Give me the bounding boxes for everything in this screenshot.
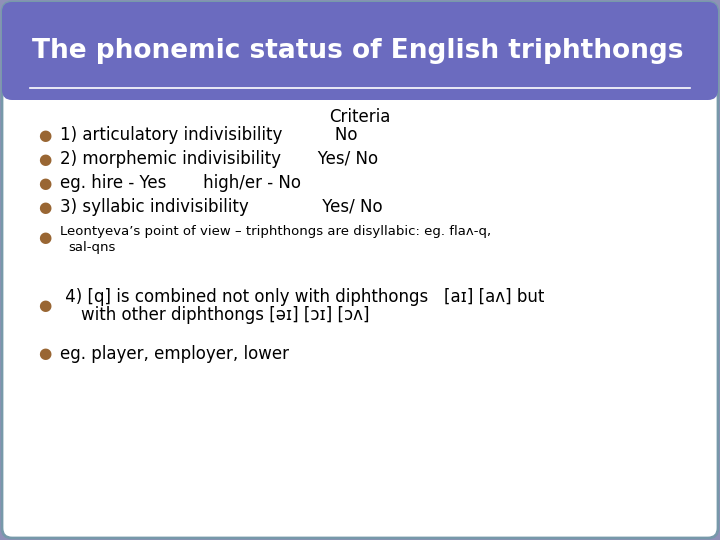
Text: The phonemic status of English triphthongs: The phonemic status of English triphthon…	[32, 38, 683, 64]
Text: 4) [q] is combined not only with diphthongs   [aɪ] [aʌ] but: 4) [q] is combined not only with diphtho…	[60, 288, 544, 306]
Text: with other diphthongs [əɪ] [ɔɪ] [ɔʌ]: with other diphthongs [əɪ] [ɔɪ] [ɔʌ]	[60, 306, 369, 324]
Bar	[12, 72, 708, 90]
Text: 3) syllabic indivisibility              Yes/ No: 3) syllabic indivisibility Yes/ No	[60, 198, 382, 216]
Text: eg. hire - Yes       high/er - No: eg. hire - Yes high/er - No	[60, 174, 301, 192]
Text: ●: ●	[38, 231, 51, 246]
FancyBboxPatch shape	[2, 2, 718, 100]
Text: sal-qns: sal-qns	[68, 241, 115, 254]
Text: eg. player, employer, lower: eg. player, employer, lower	[60, 345, 289, 363]
Text: ●: ●	[38, 176, 51, 191]
Text: 1) articulatory indivisibility          No: 1) articulatory indivisibility No	[60, 126, 358, 144]
Text: ●: ●	[38, 199, 51, 214]
Text: 2) morphemic indivisibility       Yes/ No: 2) morphemic indivisibility Yes/ No	[60, 150, 378, 168]
Text: ●: ●	[38, 127, 51, 143]
Text: Criteria: Criteria	[329, 108, 391, 126]
Text: Leontyeva’s point of view – triphthongs are disyllabic: eg. flaʌ-q,: Leontyeva’s point of view – triphthongs …	[60, 226, 491, 239]
Text: ●: ●	[38, 152, 51, 166]
Text: ●: ●	[38, 298, 51, 313]
Text: ●: ●	[38, 347, 51, 361]
